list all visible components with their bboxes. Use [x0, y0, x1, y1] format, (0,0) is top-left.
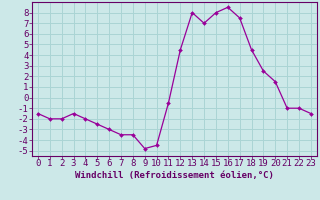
- X-axis label: Windchill (Refroidissement éolien,°C): Windchill (Refroidissement éolien,°C): [75, 171, 274, 180]
